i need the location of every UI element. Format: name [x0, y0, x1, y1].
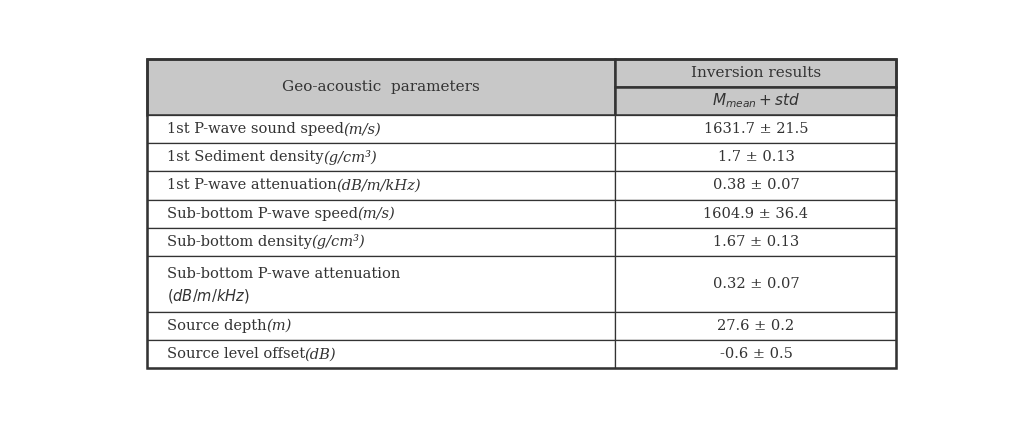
Bar: [616, 340, 897, 368]
Text: Source level offset: Source level offset: [167, 347, 304, 361]
Text: Sub-bottom P-wave speed: Sub-bottom P-wave speed: [167, 206, 357, 221]
Text: 1604.9 ± 36.4: 1604.9 ± 36.4: [703, 206, 808, 221]
Text: Sub-bottom density: Sub-bottom density: [167, 235, 312, 249]
Bar: [616, 59, 897, 87]
Text: 0.32 ± 0.07: 0.32 ± 0.07: [713, 277, 799, 291]
Text: Sub-bottom P-wave attenuation: Sub-bottom P-wave attenuation: [167, 267, 400, 281]
Bar: [616, 115, 897, 143]
Bar: [147, 59, 616, 115]
Bar: [147, 143, 616, 171]
Text: Inversion results: Inversion results: [691, 66, 821, 80]
Text: -0.6 ± 0.5: -0.6 ± 0.5: [720, 347, 792, 361]
Text: 1.67 ± 0.13: 1.67 ± 0.13: [713, 235, 799, 249]
Text: 0.38 ± 0.07: 0.38 ± 0.07: [713, 179, 799, 192]
Text: 1st P-wave attenuation: 1st P-wave attenuation: [167, 179, 336, 192]
Text: 1631.7 ± 21.5: 1631.7 ± 21.5: [703, 122, 808, 136]
Text: 1st P-wave sound speed: 1st P-wave sound speed: [167, 122, 343, 136]
Bar: [147, 200, 616, 228]
Text: (m/s): (m/s): [357, 206, 395, 221]
Text: $(dB/m/kHz)$: $(dB/m/kHz)$: [167, 287, 249, 305]
Bar: [147, 256, 616, 312]
Text: (g/cm³): (g/cm³): [312, 234, 365, 249]
Text: $M_{mean}+std$: $M_{mean}+std$: [712, 92, 800, 110]
Bar: [147, 340, 616, 368]
Text: (g/cm³): (g/cm³): [323, 150, 377, 165]
Bar: [616, 256, 897, 312]
Text: (dB/m/kHz): (dB/m/kHz): [336, 179, 421, 192]
Text: 1st Sediment density: 1st Sediment density: [167, 150, 323, 165]
Text: (dB): (dB): [304, 347, 336, 361]
Bar: [147, 312, 616, 340]
Bar: [147, 115, 616, 143]
Bar: [147, 228, 616, 256]
Text: (m/s): (m/s): [343, 122, 382, 136]
Text: (m): (m): [267, 319, 292, 333]
Text: Source depth: Source depth: [167, 319, 267, 333]
Bar: [147, 171, 616, 200]
Bar: [616, 143, 897, 171]
Bar: [616, 87, 897, 115]
Bar: [616, 171, 897, 200]
Text: Geo-acoustic  parameters: Geo-acoustic parameters: [282, 80, 480, 94]
Bar: [616, 200, 897, 228]
Text: 27.6 ± 0.2: 27.6 ± 0.2: [718, 319, 794, 333]
Bar: [616, 228, 897, 256]
Text: 1.7 ± 0.13: 1.7 ± 0.13: [718, 150, 794, 165]
Bar: [616, 312, 897, 340]
